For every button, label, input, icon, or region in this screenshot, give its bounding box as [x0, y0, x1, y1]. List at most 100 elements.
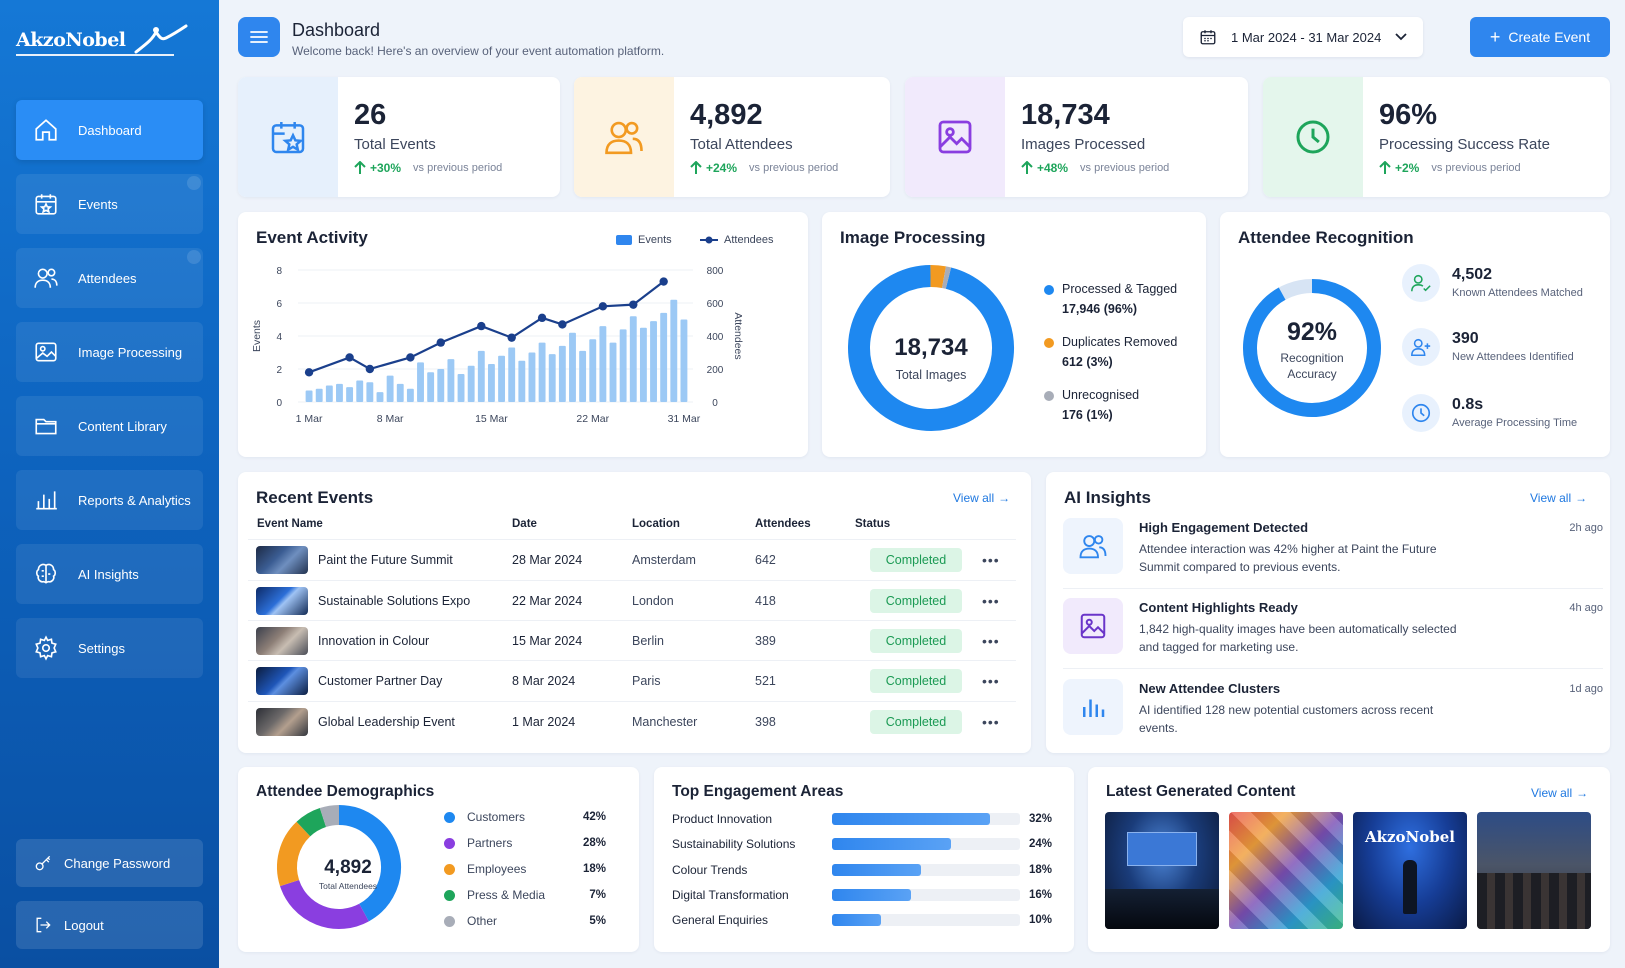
bar [508, 347, 516, 402]
demographic-label: Employees [467, 862, 527, 876]
recognition-accuracy-ring[interactable] [1220, 212, 1610, 457]
view-all-label: View all [1530, 491, 1572, 505]
legend-detail: 612 (3%) [1062, 355, 1113, 369]
insight-time: 2h ago [1569, 522, 1603, 534]
sidebar-item-ai-insights[interactable]: AI Insights [16, 544, 203, 604]
attendees-point [629, 300, 638, 309]
table-row[interactable]: Innovation in Colour 15 Mar 2024 Berlin … [248, 620, 1016, 660]
legend-dot [444, 915, 455, 927]
stat-card-success-rate[interactable]: 96% Processing Success Rate +2% vs previ… [1263, 77, 1610, 197]
insight-title: New Attendee Clusters [1139, 681, 1281, 696]
bar [406, 388, 414, 402]
change-password-button[interactable]: Change Password [16, 839, 203, 887]
event-location: Amsterdam [632, 552, 696, 567]
engagement-item: General Enquiries 10% [672, 912, 1052, 928]
stat-change: +24% [706, 161, 738, 175]
event-attendees: 418 [755, 593, 776, 608]
sidebar-item-settings[interactable]: Settings [16, 618, 203, 678]
stat-change: +2% [1395, 161, 1420, 175]
ai-insights-view-all[interactable]: View all → [1530, 491, 1587, 505]
latest-content-view-all[interactable]: View all → [1531, 786, 1588, 800]
card-title: Attendee Demographics [256, 783, 435, 800]
legend-dot [1044, 337, 1054, 348]
sidebar-item-events[interactable]: Events [16, 174, 203, 234]
generated-content-thumbnail[interactable] [1477, 812, 1591, 929]
demographic-slice [277, 821, 311, 887]
row-menu-icon[interactable]: ••• [982, 713, 1000, 730]
recent-events-view-all[interactable]: View all → [953, 491, 1010, 505]
row-menu-icon[interactable]: ••• [982, 592, 1000, 609]
folder-icon [32, 412, 60, 440]
table-row[interactable]: Global Leadership Event 1 Mar 2024 Manch… [248, 701, 1016, 741]
engagement-pct: 18% [1028, 864, 1052, 876]
bar [498, 355, 506, 402]
y-axis-label: Events [251, 320, 263, 352]
y-tick-label: 8 [276, 266, 282, 277]
engagement-pct: 16% [1028, 889, 1052, 901]
image-processing-donut[interactable] [822, 212, 1206, 457]
stat-card-total-attendees[interactable]: 4,892 Total Attendees +24% vs previous p… [574, 77, 890, 197]
table-row[interactable]: Paint the Future Summit 28 Mar 2024 Amst… [248, 539, 1016, 579]
column-header-status[interactable]: Status [855, 518, 891, 530]
table-row[interactable]: Customer Partner Day 8 Mar 2024 Paris 52… [248, 660, 1016, 700]
row-menu-icon[interactable]: ••• [982, 551, 1000, 568]
table-row[interactable]: Sustainable Solutions Expo 22 Mar 2024 L… [248, 580, 1016, 620]
engagement-bar-track [832, 838, 1020, 850]
stat-label: Processing Success Rate [1379, 136, 1550, 153]
generated-content-thumbnail[interactable]: AkzoNobel [1353, 812, 1467, 929]
sidebar-item-dashboard[interactable]: Dashboard [16, 100, 203, 160]
event-activity-chart[interactable]: 0 2 4 6 8 0 200 400 600 800 Events Attendees 1 Mar 8 … [238, 212, 808, 457]
speaker-silhouette [1403, 860, 1417, 914]
date-range-picker[interactable]: 1 Mar 2024 - 31 Mar 2024 [1183, 17, 1423, 57]
stat-icon-bg [1263, 77, 1363, 197]
bar [437, 369, 445, 402]
recognition-value: 0.8s [1452, 396, 1484, 413]
recent-events-card: Recent Events View all → [238, 472, 1031, 753]
column-header-attendees[interactable]: Attendees [755, 518, 811, 530]
recognition-value: 4,502 [1452, 266, 1493, 283]
menu-button[interactable] [238, 17, 280, 57]
legend-attendees[interactable]: Attendees [700, 234, 774, 246]
logo-figure-icon [134, 24, 187, 54]
column-header-event-name[interactable]: Event Name [257, 518, 323, 530]
y2-tick-label: 800 [707, 266, 724, 277]
stat-card-images-processed[interactable]: 18,734 Images Processed +48% vs previous… [905, 77, 1248, 197]
demographics-donut[interactable] [238, 767, 639, 952]
engagement-bar-fill [832, 838, 951, 850]
generated-content-thumbnail[interactable] [1229, 812, 1343, 929]
brand-logo[interactable]: AkzoNobel [16, 24, 188, 56]
stat-card-total-events[interactable]: 26 Total Events +30% vs previous period [238, 77, 560, 197]
attendees-point [537, 313, 547, 323]
column-header-date[interactable]: Date [512, 518, 537, 530]
insight-item[interactable]: Content Highlights Ready 1,842 high-qual… [1063, 598, 1603, 658]
status-badge: Completed [870, 588, 962, 613]
logout-button[interactable]: Logout [16, 901, 203, 949]
sidebar-item-content-library[interactable]: Content Library [16, 396, 203, 456]
stat-value: 4,892 [690, 99, 763, 131]
sidebar-item-attendees[interactable]: Attendees [16, 248, 203, 308]
demographic-item: Customers 42% [444, 810, 606, 824]
stat-change: +30% [370, 161, 402, 175]
column-header-location[interactable]: Location [632, 518, 680, 530]
engagement-label: General Enquiries [672, 913, 769, 927]
image-processing-slice [930, 265, 946, 289]
insight-item[interactable]: High Engagement Detected Attendee intera… [1063, 518, 1603, 578]
engagement-label: Digital Transformation [672, 888, 789, 902]
row-menu-icon[interactable]: ••• [982, 672, 1000, 689]
sidebar-item-image-processing[interactable]: Image Processing [16, 322, 203, 382]
demographic-label: Other [467, 914, 498, 928]
bar [670, 299, 678, 402]
notification-dot [187, 176, 201, 190]
insight-item[interactable]: New Attendee Clusters AI identified 128 … [1063, 679, 1603, 739]
bar [629, 316, 637, 402]
legend-events[interactable]: Events [616, 234, 672, 246]
demographic-pct: 28% [582, 837, 606, 849]
legend-unrecognised: Unrecognised 176 (1%) [1044, 388, 1139, 422]
row-menu-icon[interactable]: ••• [982, 632, 1000, 649]
bar [599, 326, 607, 402]
sidebar-item-reports[interactable]: Reports & Analytics [16, 470, 203, 530]
create-event-button[interactable]: + Create Event [1470, 17, 1610, 57]
event-name: Sustainable Solutions Expo [318, 593, 471, 608]
generated-content-thumbnail[interactable] [1105, 812, 1219, 929]
attendees-point [477, 321, 486, 331]
